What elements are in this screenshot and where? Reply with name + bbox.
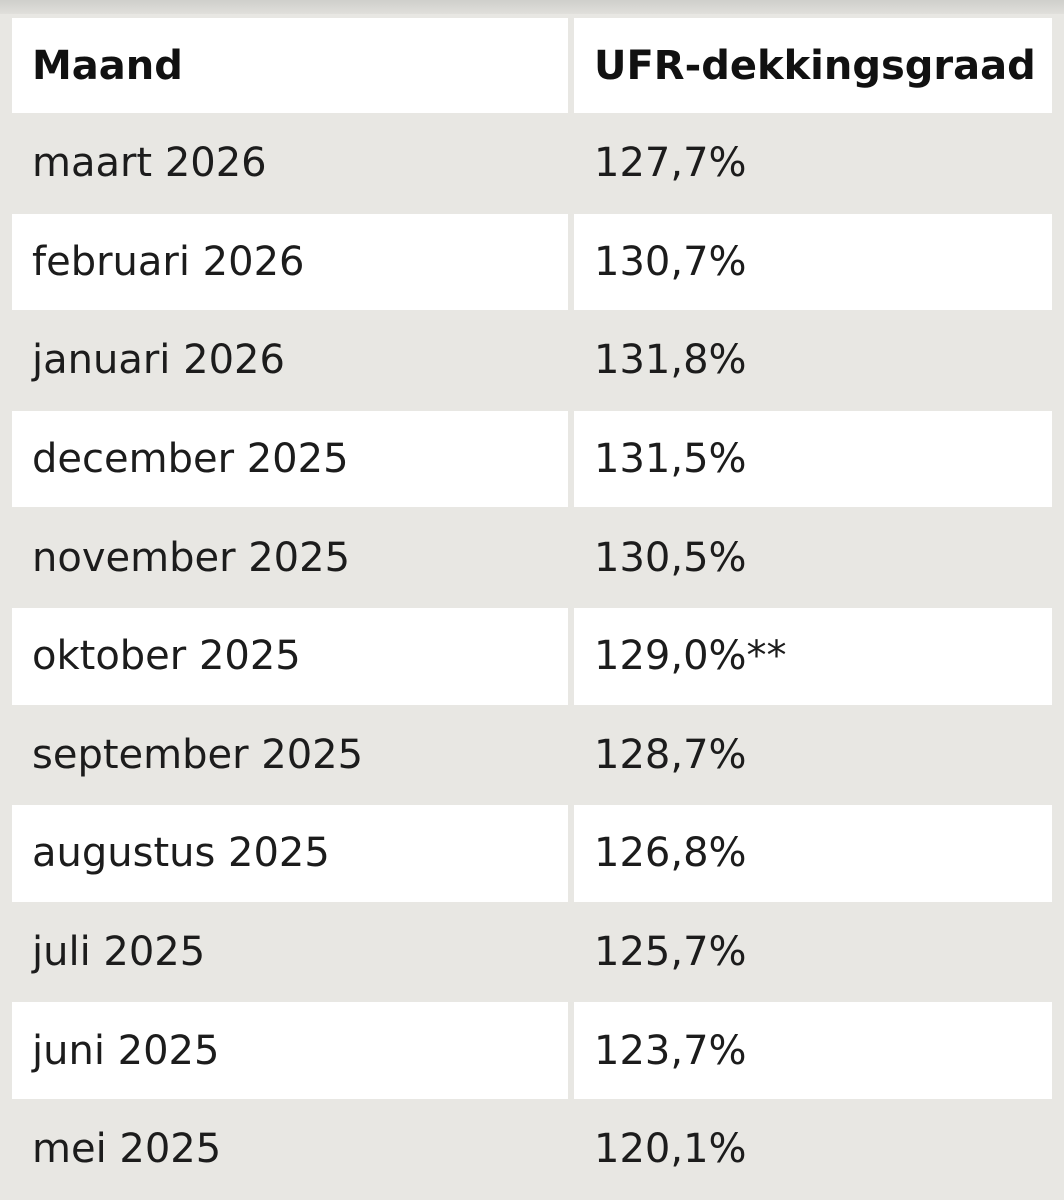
header-cell: UFR-dekkingsgraad: [574, 18, 1052, 113]
ratio-cell: 131,5%: [574, 410, 1052, 508]
ratio-cell: 123,7%: [574, 1002, 1052, 1099]
ratio-cell: 128,7%: [594, 731, 747, 778]
ratio-cell: 130,7%: [574, 213, 1052, 311]
top-strip: [0, 0, 1064, 14]
month-cell: januari 2026: [32, 337, 285, 384]
ratio-cell: 130,5%: [594, 534, 747, 581]
month-cell: juli 2025: [32, 929, 206, 976]
ratio-cell: 125,7%: [594, 929, 747, 976]
ratio-cell: 126,8%: [574, 805, 1052, 902]
month-cell: oktober 2025: [12, 608, 568, 705]
month-cell: maart 2026: [32, 140, 267, 187]
ratio-cell: 120,1%: [594, 1126, 747, 1173]
month-cell: september 2025: [32, 731, 364, 778]
ratio-cell: 129,0%**: [574, 608, 1052, 705]
month-cell: november 2025: [32, 534, 351, 581]
header-cell: Maand: [12, 18, 568, 113]
ratio-cell: 131,8%: [594, 337, 747, 384]
month-cell: juni 2025: [12, 1002, 568, 1099]
month-cell: december 2025: [12, 410, 568, 508]
month-cell: augustus 2025: [12, 805, 568, 902]
month-cell: februari 2026: [12, 213, 568, 311]
ratio-cell: 127,7%: [594, 140, 747, 187]
month-cell: mei 2025: [32, 1126, 222, 1173]
